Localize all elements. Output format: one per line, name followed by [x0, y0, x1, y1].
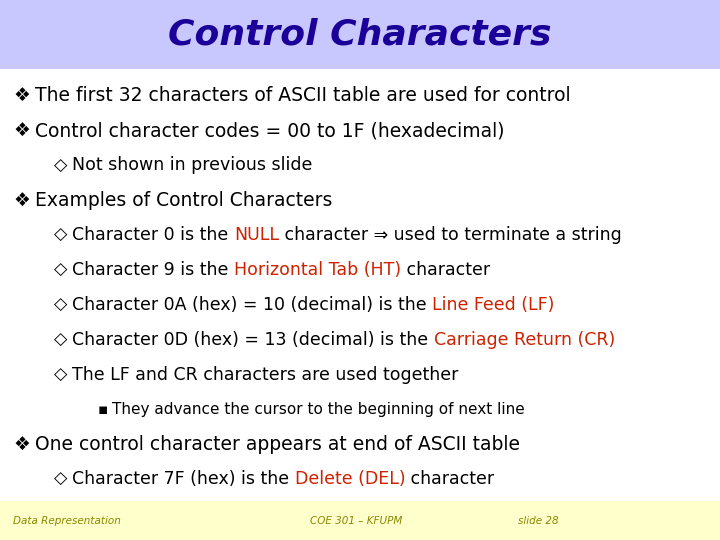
Text: Data Representation: Data Representation	[13, 516, 121, 525]
Text: slide 28: slide 28	[518, 516, 559, 525]
FancyBboxPatch shape	[0, 501, 720, 540]
Text: ◇: ◇	[54, 261, 68, 279]
Text: The first 32 characters of ASCII table are used for control: The first 32 characters of ASCII table a…	[35, 86, 570, 105]
Text: ◇: ◇	[54, 470, 68, 488]
Text: Control Characters: Control Characters	[168, 18, 552, 51]
Text: character: character	[401, 261, 490, 279]
Text: ❖: ❖	[13, 86, 30, 105]
Text: One control character appears at end of ASCII table: One control character appears at end of …	[35, 435, 520, 454]
Text: Carriage Return (CR): Carriage Return (CR)	[433, 331, 615, 349]
Text: character ⇒ used to terminate a string: character ⇒ used to terminate a string	[279, 226, 621, 244]
Text: Line Feed (LF): Line Feed (LF)	[432, 296, 554, 314]
Text: ❖: ❖	[13, 191, 30, 210]
Text: Horizontal Tab (HT): Horizontal Tab (HT)	[234, 261, 401, 279]
Text: ◇: ◇	[54, 157, 68, 174]
Text: Character 0 is the: Character 0 is the	[72, 226, 234, 244]
Text: Character 0D (hex) = 13 (decimal) is the: Character 0D (hex) = 13 (decimal) is the	[72, 331, 433, 349]
Text: Character 0A (hex) = 10 (decimal) is the: Character 0A (hex) = 10 (decimal) is the	[72, 296, 432, 314]
Text: Delete (DEL): Delete (DEL)	[294, 470, 405, 488]
Text: NULL: NULL	[234, 226, 279, 244]
Text: ❖: ❖	[13, 121, 30, 140]
Text: ❖: ❖	[13, 435, 30, 454]
Text: character: character	[405, 470, 495, 488]
Text: ◇: ◇	[54, 331, 68, 349]
Text: ◇: ◇	[54, 226, 68, 244]
Text: COE 301 – KFUPM: COE 301 – KFUPM	[310, 516, 402, 525]
Text: Control character codes = 00 to 1F (hexadecimal): Control character codes = 00 to 1F (hexa…	[35, 121, 504, 140]
Text: ◇: ◇	[54, 366, 68, 384]
Text: ▪: ▪	[97, 402, 107, 417]
Text: They advance the cursor to the beginning of next line: They advance the cursor to the beginning…	[112, 402, 524, 417]
Text: ◇: ◇	[54, 296, 68, 314]
Text: Not shown in previous slide: Not shown in previous slide	[72, 157, 312, 174]
Text: Character 9 is the: Character 9 is the	[72, 261, 234, 279]
Text: Examples of Control Characters: Examples of Control Characters	[35, 191, 332, 210]
FancyBboxPatch shape	[0, 0, 720, 69]
Text: The LF and CR characters are used together: The LF and CR characters are used togeth…	[72, 366, 459, 384]
Text: Character 7F (hex) is the: Character 7F (hex) is the	[72, 470, 294, 488]
